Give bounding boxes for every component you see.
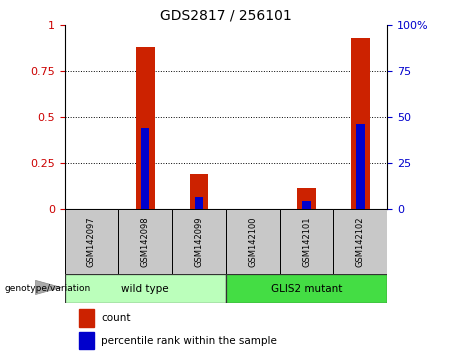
Text: GSM142098: GSM142098 [141,216,150,267]
Bar [189,174,208,209]
FancyBboxPatch shape [226,209,280,274]
Text: GLIS2 mutant: GLIS2 mutant [271,284,342,293]
Text: wild type: wild type [121,284,169,293]
Title: GDS2817 / 256101: GDS2817 / 256101 [160,8,292,22]
Bar [195,197,203,209]
Bar [79,332,94,349]
Text: GSM142100: GSM142100 [248,216,257,267]
Text: percentile rank within the sample: percentile rank within the sample [101,336,278,346]
FancyBboxPatch shape [226,274,387,303]
Text: GSM142101: GSM142101 [302,216,311,267]
Bar [302,201,311,209]
Text: GSM142099: GSM142099 [195,216,203,267]
FancyBboxPatch shape [280,209,333,274]
Text: GSM142102: GSM142102 [356,216,365,267]
Bar [356,124,365,209]
FancyBboxPatch shape [333,209,387,274]
Text: GSM142097: GSM142097 [87,216,96,267]
Polygon shape [35,280,61,295]
Text: genotype/variation: genotype/variation [5,284,91,293]
Bar [297,188,316,209]
Bar [79,309,94,327]
FancyBboxPatch shape [65,274,226,303]
FancyBboxPatch shape [118,209,172,274]
Bar [141,128,149,209]
Bar [351,38,370,209]
FancyBboxPatch shape [65,209,118,274]
FancyBboxPatch shape [172,209,226,274]
Bar [136,47,154,209]
Text: count: count [101,313,131,323]
